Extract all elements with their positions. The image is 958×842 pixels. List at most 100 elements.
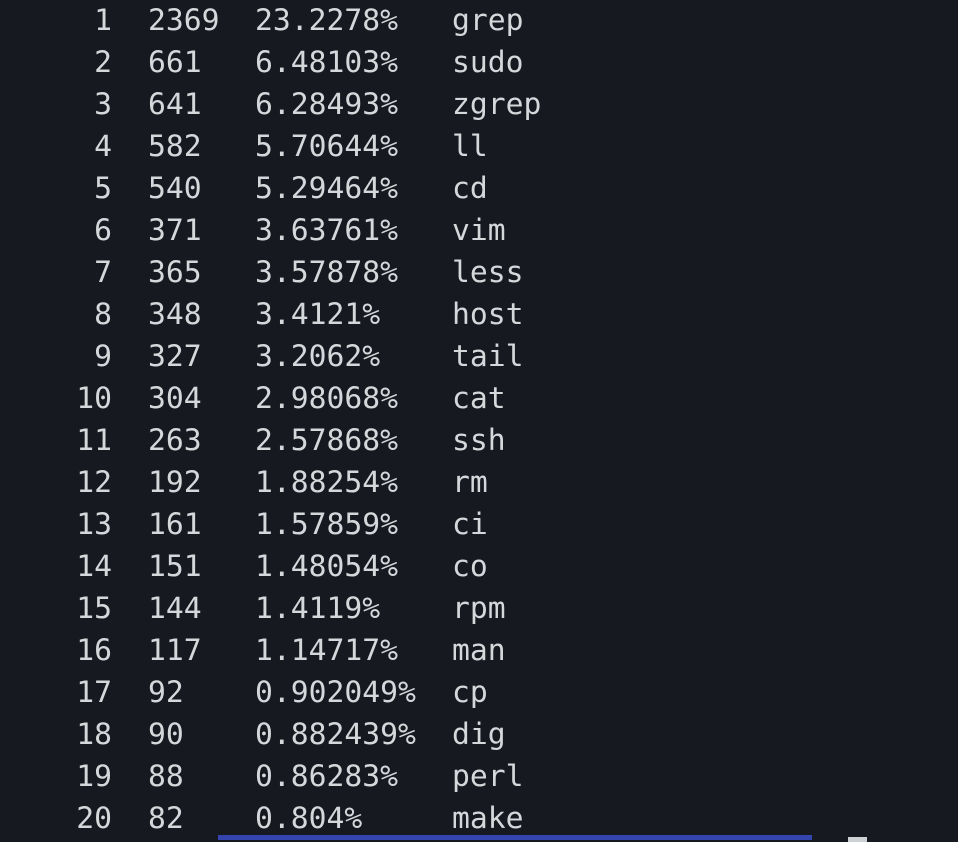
rank-cell: 14 xyxy=(76,549,112,584)
history-row: 19 88 0.86283% perl xyxy=(0,756,958,798)
rank-cell: 16 xyxy=(76,633,112,668)
scrollbar-thumb[interactable] xyxy=(848,837,867,842)
history-row: 5 540 5.29464% cd xyxy=(0,168,958,210)
history-row: 20 82 0.804% make xyxy=(0,798,958,840)
history-row: 4 582 5.70644% ll xyxy=(0,126,958,168)
percent-cell: 5.70644% xyxy=(255,129,398,164)
percent-cell: 23.2278% xyxy=(255,3,398,38)
rank-cell: 13 xyxy=(76,507,112,542)
history-row: 1 2369 23.2278% grep xyxy=(0,0,958,42)
count-cell: 365 xyxy=(148,255,202,290)
history-row: 11 263 2.57868% ssh xyxy=(0,420,958,462)
percent-cell: 0.86283% xyxy=(255,759,398,794)
command-cell: rpm xyxy=(452,591,506,626)
count-cell: 371 xyxy=(148,213,202,248)
percent-cell: 3.4121% xyxy=(255,297,381,332)
count-cell: 582 xyxy=(148,129,202,164)
count-cell: 661 xyxy=(148,45,202,80)
count-cell: 327 xyxy=(148,339,202,374)
rank-cell: 2 xyxy=(94,45,112,80)
rank-cell: 7 xyxy=(94,255,112,290)
rank-cell: 18 xyxy=(76,717,112,752)
rank-cell: 8 xyxy=(94,297,112,332)
history-row: 12 192 1.88254% rm xyxy=(0,462,958,504)
percent-cell: 1.4119% xyxy=(255,591,381,626)
count-cell: 82 xyxy=(148,801,184,836)
command-cell: sudo xyxy=(452,45,524,80)
count-cell: 161 xyxy=(148,507,202,542)
percent-cell: 6.28493% xyxy=(255,87,398,122)
command-cell: host xyxy=(452,297,524,332)
count-cell: 540 xyxy=(148,171,202,206)
command-cell: make xyxy=(452,801,524,836)
percent-cell: 2.98068% xyxy=(255,381,398,416)
history-row: 8 348 3.4121% host xyxy=(0,294,958,336)
command-cell: ll xyxy=(452,129,488,164)
command-cell: rm xyxy=(452,465,488,500)
rank-cell: 3 xyxy=(94,87,112,122)
command-cell: man xyxy=(452,633,506,668)
command-cell: co xyxy=(452,549,488,584)
count-cell: 2369 xyxy=(148,3,220,38)
command-cell: dig xyxy=(452,717,506,752)
percent-cell: 2.57868% xyxy=(255,423,398,458)
command-cell: tail xyxy=(452,339,524,374)
rank-cell: 6 xyxy=(94,213,112,248)
percent-cell: 3.63761% xyxy=(255,213,398,248)
count-cell: 117 xyxy=(148,633,202,668)
count-cell: 90 xyxy=(148,717,184,752)
command-cell: zgrep xyxy=(452,87,542,122)
rank-cell: 19 xyxy=(76,759,112,794)
count-cell: 263 xyxy=(148,423,202,458)
percent-cell: 3.57878% xyxy=(255,255,398,290)
history-row: 6 371 3.63761% vim xyxy=(0,210,958,252)
count-cell: 304 xyxy=(148,381,202,416)
history-row: 18 90 0.882439% dig xyxy=(0,714,958,756)
count-cell: 92 xyxy=(148,675,184,710)
history-row: 2 661 6.48103% sudo xyxy=(0,42,958,84)
rank-cell: 10 xyxy=(76,381,112,416)
count-cell: 88 xyxy=(148,759,184,794)
history-row: 17 92 0.902049% cp xyxy=(0,672,958,714)
history-row: 7 365 3.57878% less xyxy=(0,252,958,294)
percent-cell: 0.804% xyxy=(255,801,363,836)
rank-cell: 5 xyxy=(94,171,112,206)
rank-cell: 11 xyxy=(76,423,112,458)
rank-cell: 4 xyxy=(94,129,112,164)
count-cell: 144 xyxy=(148,591,202,626)
percent-cell: 3.2062% xyxy=(255,339,381,374)
history-row: 9 327 3.2062% tail xyxy=(0,336,958,378)
count-cell: 192 xyxy=(148,465,202,500)
command-cell: vim xyxy=(452,213,506,248)
count-cell: 348 xyxy=(148,297,202,332)
percent-cell: 1.88254% xyxy=(255,465,398,500)
percent-cell: 1.14717% xyxy=(255,633,398,668)
count-cell: 151 xyxy=(148,549,202,584)
rank-cell: 12 xyxy=(76,465,112,500)
history-row: 15 144 1.4119% rpm xyxy=(0,588,958,630)
history-row: 13 161 1.57859% ci xyxy=(0,504,958,546)
command-cell: grep xyxy=(452,3,524,38)
history-row: 10 304 2.98068% cat xyxy=(0,378,958,420)
count-cell: 641 xyxy=(148,87,202,122)
rank-cell: 20 xyxy=(76,801,112,836)
rank-cell: 17 xyxy=(76,675,112,710)
percent-cell: 5.29464% xyxy=(255,171,398,206)
percent-cell: 1.48054% xyxy=(255,549,398,584)
percent-cell: 0.902049% xyxy=(255,675,416,710)
percent-cell: 6.48103% xyxy=(255,45,398,80)
command-cell: cp xyxy=(452,675,488,710)
command-cell: ssh xyxy=(452,423,506,458)
rank-cell: 1 xyxy=(94,3,112,38)
command-cell: cd xyxy=(452,171,488,206)
history-row: 16 117 1.14717% man xyxy=(0,630,958,672)
rank-cell: 9 xyxy=(94,339,112,374)
history-row: 3 641 6.28493% zgrep xyxy=(0,84,958,126)
history-row: 14 151 1.48054% co xyxy=(0,546,958,588)
command-cell: cat xyxy=(452,381,506,416)
command-cell: ci xyxy=(452,507,488,542)
rank-cell: 15 xyxy=(76,591,112,626)
command-cell: less xyxy=(452,255,524,290)
